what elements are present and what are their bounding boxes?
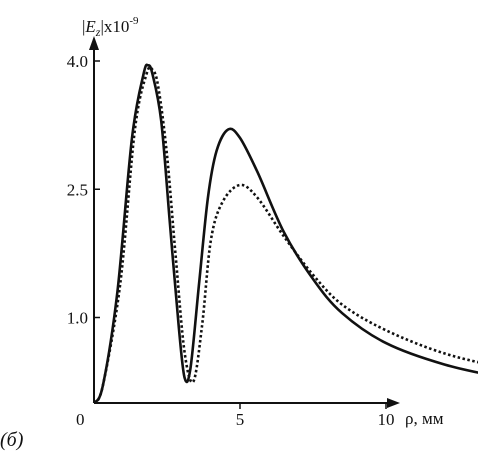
y-axis-arrow <box>89 36 99 50</box>
x-axis-arrow <box>387 398 400 408</box>
x-axis-label: ρ, мм <box>405 409 444 428</box>
y-axis-label: |Ez|x10-9 <box>82 15 139 39</box>
y-tick-label: 4.0 <box>67 52 88 71</box>
x-ticks: 5101520 <box>236 403 395 429</box>
origin-label: 0 <box>76 410 85 429</box>
panel-label: (б) <box>0 429 24 451</box>
x-tick-label: 5 <box>236 410 245 429</box>
chart-axes <box>89 36 400 408</box>
solid-series-line <box>92 63 478 404</box>
y-tick-label: 2.5 <box>67 180 88 199</box>
y-ticks: 1.0 2.5 4.0 <box>67 52 100 328</box>
x-tick-label: 10 <box>378 410 395 429</box>
y-tick-label: 1.0 <box>67 309 88 328</box>
chart-series <box>92 63 478 404</box>
dotted-series-line <box>92 65 478 404</box>
